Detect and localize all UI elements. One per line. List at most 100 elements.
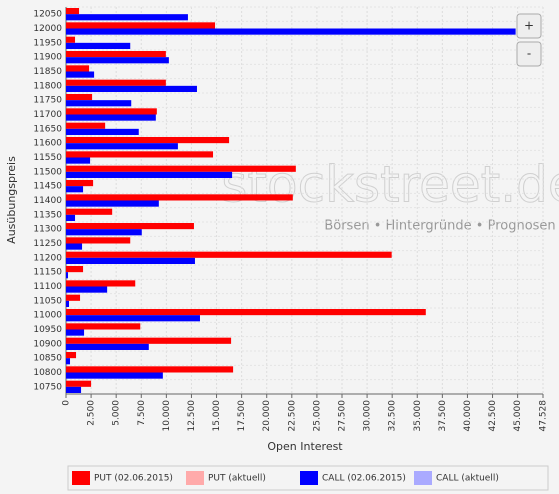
y-tick-label: 11900	[33, 53, 62, 63]
bar	[66, 151, 214, 158]
bar	[66, 114, 156, 121]
bar	[66, 366, 234, 373]
bar	[66, 358, 71, 365]
bar	[66, 108, 157, 115]
y-tick-label: 11500	[33, 167, 62, 177]
bar	[66, 352, 77, 359]
bar	[66, 372, 163, 379]
y-tick-label: 12050	[33, 10, 62, 20]
legend-label: CALL (aktuell)	[436, 474, 499, 484]
bar	[66, 180, 94, 187]
y-tick-label: 11150	[33, 268, 62, 278]
y-tick-label: 11300	[33, 225, 62, 235]
y-tick-label: 10950	[33, 325, 62, 335]
bar	[66, 57, 169, 64]
bar	[66, 194, 293, 201]
watermark-tagline: Börsen • Hintergründe • Prognosen	[324, 219, 555, 234]
x-tick-label: 12.500	[187, 400, 197, 432]
x-tick-label: 40.000	[463, 400, 473, 432]
x-tick-label: 15.000	[212, 400, 222, 432]
zoom-out-button[interactable]	[516, 41, 542, 67]
bar	[66, 243, 83, 250]
y-tick-label: 11050	[33, 296, 62, 306]
y-tick-label: 11700	[33, 110, 62, 120]
legend-label: CALL (02.06.2015)	[322, 474, 406, 484]
bar	[66, 337, 232, 344]
y-tick-label: 11850	[33, 67, 62, 77]
zoom-in-label: +	[524, 19, 534, 33]
y-tick-label: 11950	[33, 38, 62, 48]
bar	[66, 157, 91, 164]
y-tick-label: 11250	[33, 239, 62, 249]
y-tick-label: 11400	[33, 196, 62, 206]
y-tick-label: 11100	[33, 282, 62, 292]
bar	[66, 200, 159, 207]
bar	[66, 323, 141, 330]
bar	[66, 380, 92, 387]
y-tick-label: 11450	[33, 182, 62, 192]
y-tick-label: 11750	[33, 96, 62, 106]
bar	[66, 300, 70, 307]
x-tick-label: 45.000	[513, 400, 523, 432]
bar	[66, 165, 296, 172]
x-tick-label: 22.500	[287, 400, 297, 432]
bar	[66, 122, 106, 129]
x-axis-label: Open Interest	[267, 440, 343, 453]
y-tick-label: 10900	[33, 339, 62, 349]
x-tick-label: 5.000	[112, 400, 122, 426]
bar	[66, 51, 166, 58]
x-tick-label: 32.500	[388, 400, 398, 432]
bar	[66, 65, 90, 72]
x-tick-label: 47.528	[539, 400, 549, 432]
x-tick-label: 2.500	[87, 400, 97, 426]
y-tick-label: 12000	[33, 24, 62, 34]
x-tick-label: 30.000	[363, 400, 373, 432]
y-tick-label: 10800	[33, 368, 62, 378]
legend-label: PUT (aktuell)	[208, 474, 266, 484]
bar	[66, 315, 200, 322]
bar	[66, 186, 84, 193]
x-tick-label: 0	[62, 400, 72, 406]
x-tick-label: 27.500	[337, 400, 347, 432]
y-tick-label: 11350	[33, 210, 62, 220]
y-tick-label: 10850	[33, 354, 62, 364]
y-tick-label: 10750	[33, 382, 62, 392]
bar	[66, 22, 216, 29]
bar	[66, 100, 132, 107]
zoom-out-label: -	[527, 47, 531, 61]
bar	[66, 171, 233, 178]
x-tick-label: 35.000	[413, 400, 423, 432]
x-tick-label: 10.000	[162, 400, 172, 432]
bar	[66, 294, 81, 301]
y-axis-label: Ausübungspreis	[5, 156, 18, 244]
bar	[66, 137, 230, 144]
y-tick-label: 11800	[33, 81, 62, 91]
bar	[66, 128, 139, 135]
y-tick-label: 11550	[33, 153, 62, 163]
bar	[66, 14, 188, 21]
bar	[66, 266, 84, 273]
y-tick-label: 11000	[33, 311, 62, 321]
x-tick-label: 42.500	[488, 400, 498, 432]
bar	[66, 329, 85, 336]
bar	[66, 8, 80, 15]
bar	[66, 309, 426, 316]
legend-swatch	[186, 471, 204, 485]
legend	[67, 465, 549, 491]
bar	[66, 229, 142, 236]
bar	[66, 28, 516, 35]
zoom-in-button[interactable]	[516, 13, 542, 39]
bar	[66, 237, 131, 244]
x-tick-label: 37.500	[438, 400, 448, 432]
bar	[66, 208, 113, 215]
bar	[66, 214, 76, 221]
x-tick-label: 25.000	[312, 400, 322, 432]
bar	[66, 85, 197, 92]
bar	[66, 36, 76, 43]
bar	[66, 386, 82, 393]
legend-label: PUT (02.06.2015)	[94, 474, 173, 484]
bar	[66, 94, 93, 101]
bar	[66, 343, 149, 350]
legend-swatch	[72, 471, 90, 485]
